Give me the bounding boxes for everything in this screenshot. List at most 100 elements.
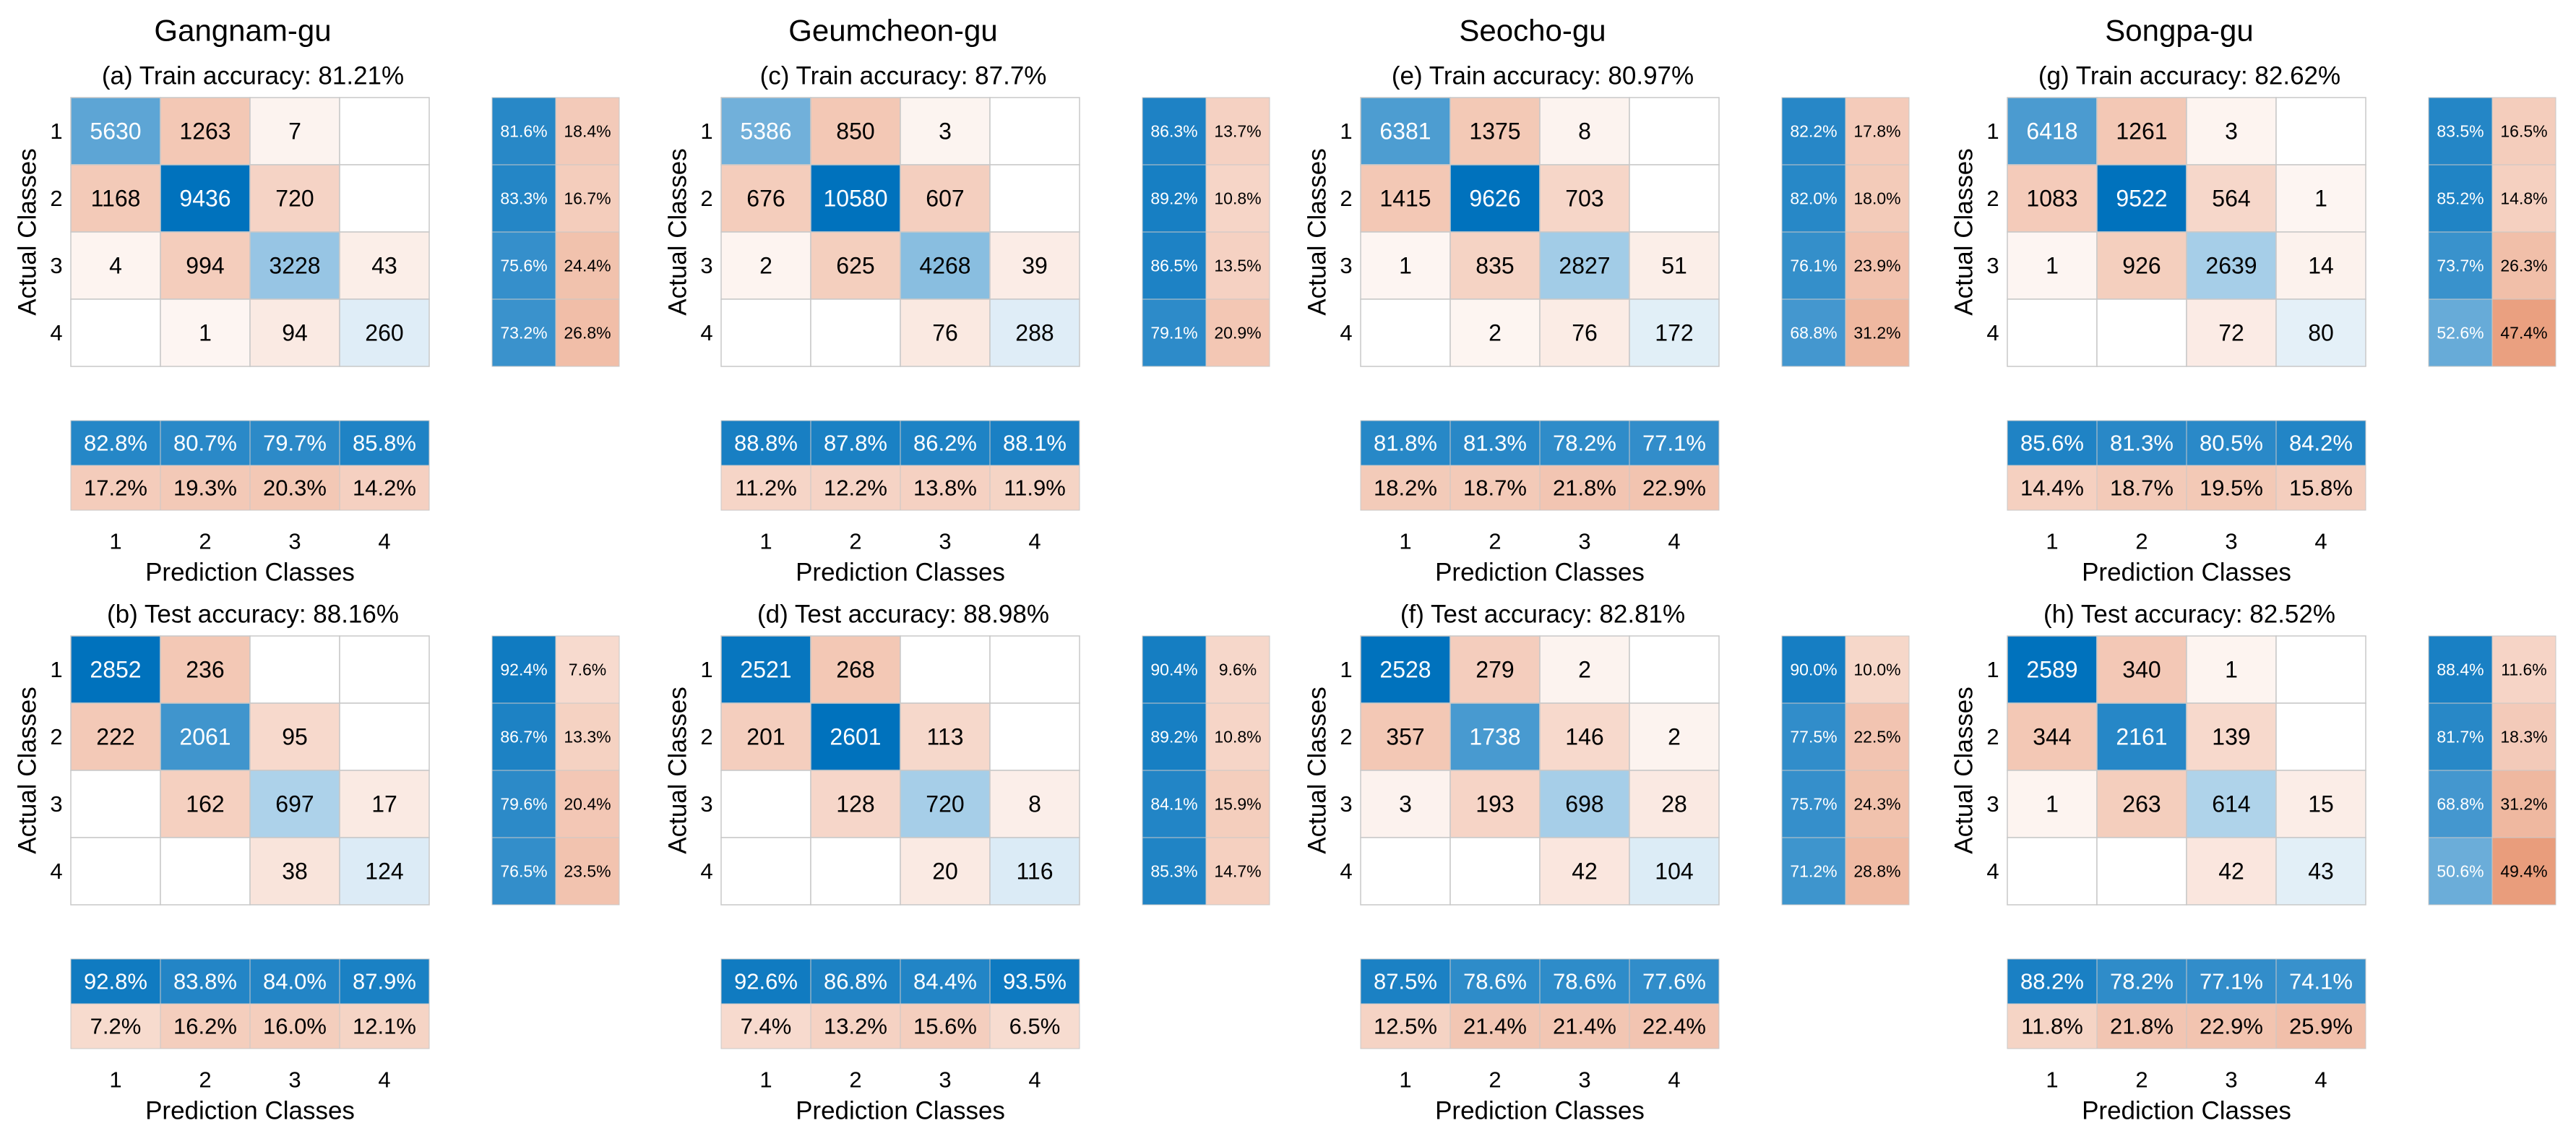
col-summary-bad-cell [249, 465, 340, 511]
row-summary-bad-cell [1845, 164, 1910, 233]
row-tick-label: 3 [50, 253, 62, 278]
row-summary-bad-value: 18.3% [2500, 728, 2547, 747]
matrix-cell [2186, 164, 2277, 233]
row-summary-good-value: 89.2% [1150, 728, 1197, 747]
cell-value: 2 [1578, 657, 1591, 683]
matrix-cell [339, 231, 430, 300]
col-tick-label: 1 [759, 1067, 772, 1093]
col-tick-label: 1 [109, 529, 121, 554]
x-axis-label: Prediction Classes [2082, 559, 2291, 587]
matrix-cell [160, 837, 251, 906]
row-summary-good-value: 85.2% [2437, 189, 2484, 208]
col-tick-label: 4 [378, 1067, 390, 1093]
col-tick-label: 1 [1399, 1067, 1411, 1093]
row-tick-label: 1 [1986, 657, 1999, 682]
matrix-cell [70, 164, 161, 233]
row-tick-label: 1 [50, 119, 62, 144]
row-summary-good-cell [491, 635, 556, 704]
matrix-cell [2096, 231, 2187, 300]
row-tick-label: 3 [1986, 253, 1999, 278]
matrix-cell [339, 770, 430, 838]
cell-value: 6381 [1379, 119, 1431, 145]
col-summary-good-cell [2096, 420, 2187, 466]
panel-title: (d) Test accuracy: 88.98% [757, 601, 1049, 629]
cell-value: 3228 [269, 253, 320, 279]
cell-value: 268 [836, 657, 874, 683]
row-tick-label: 4 [700, 320, 712, 345]
col-summary-bad-cell [339, 1003, 430, 1049]
row-summary-good-cell [491, 164, 556, 233]
row-summary-bad-cell [555, 770, 620, 838]
row-summary-bad-value: 31.2% [2500, 795, 2547, 814]
matrix-cell [2186, 298, 2277, 367]
col-summary-good-cell [1360, 958, 1451, 1005]
col-summary-good-value: 78.6% [1553, 969, 1616, 994]
col-summary-bad-value: 17.2% [84, 476, 147, 501]
cell-value: 222 [96, 724, 134, 750]
row-summary-good-value: 86.7% [500, 728, 547, 747]
row-summary-bad-cell [1205, 635, 1270, 704]
col-summary-good-value: 86.2% [913, 431, 977, 456]
col-tick-label: 4 [1668, 1067, 1680, 1093]
row-summary-bad-value: 49.4% [2500, 862, 2547, 881]
matrix-cell [900, 164, 991, 233]
matrix-cell [339, 635, 430, 704]
cell-value: 1083 [2026, 186, 2077, 212]
cell-value: 94 [282, 320, 308, 346]
row-summary-bad-cell [1845, 702, 1910, 771]
matrix-cell [989, 97, 1080, 165]
x-axis-label: Prediction Classes [145, 1097, 355, 1125]
matrix-cell [989, 635, 1080, 704]
row-summary-bad-value: 24.4% [564, 257, 611, 275]
cell-value: 260 [365, 320, 403, 346]
matrix-cell [2007, 298, 2098, 367]
col-summary-bad-cell [1449, 1003, 1541, 1049]
row-summary-good-cell [1142, 770, 1207, 838]
col-summary-bad-value: 19.3% [173, 476, 237, 501]
matrix-cell [1360, 635, 1451, 704]
cell-value: 4 [109, 253, 122, 279]
col-tick-label: 2 [1489, 1067, 1501, 1093]
cell-value: 1263 [179, 119, 231, 145]
matrix-cell [1539, 97, 1630, 165]
row-summary-good-cell [491, 702, 556, 771]
cell-value: 1 [2046, 253, 2059, 279]
col-summary-good-cell [160, 958, 251, 1005]
row-summary-good-value: 85.3% [1150, 862, 1197, 881]
row-tick-label: 2 [700, 186, 712, 211]
col-summary-bad-value: 12.5% [1374, 1014, 1437, 1039]
row-summary-good-value: 76.1% [1790, 257, 1837, 275]
cell-value: 236 [186, 657, 224, 683]
col-summary-bad-value: 21.8% [1553, 476, 1616, 501]
col-summary-bad-value: 11.9% [1004, 476, 1066, 501]
cell-value: 697 [275, 791, 314, 817]
col-summary-good-value: 81.3% [1463, 431, 1527, 456]
row-tick-label: 2 [50, 186, 62, 211]
row-summary-bad-cell [2491, 837, 2556, 906]
matrix-cell [249, 164, 340, 233]
cell-value: 1 [2225, 657, 2238, 683]
cell-value: 4268 [919, 253, 970, 279]
cell-value: 2161 [2116, 724, 2167, 750]
matrix-cell [810, 837, 901, 906]
col-summary-bad-cell [1449, 465, 1541, 511]
cell-value: 51 [1661, 253, 1687, 279]
cell-value: 288 [1015, 320, 1054, 346]
row-summary-good-cell [1142, 635, 1207, 704]
matrix-cell [2096, 770, 2187, 838]
cell-value: 1261 [2116, 119, 2167, 145]
col-summary-bad-value: 25.9% [2289, 1014, 2353, 1039]
col-tick-label: 3 [1578, 1067, 1590, 1093]
matrix-cell [1360, 97, 1451, 165]
panel-title: (h) Test accuracy: 82.52% [2043, 601, 2335, 629]
matrix-cell [2275, 702, 2366, 771]
row-summary-good-value: 79.1% [1150, 324, 1197, 343]
row-summary-bad-value: 20.4% [564, 795, 611, 814]
row-tick-label: 1 [1340, 657, 1352, 682]
col-summary-good-value: 74.1% [2289, 969, 2353, 994]
cell-value: 8 [1028, 791, 1041, 817]
row-summary-bad-cell [555, 231, 620, 300]
cell-value: 9522 [2116, 186, 2167, 212]
col-summary-bad-cell [900, 465, 991, 511]
col-summary-bad-value: 11.2% [735, 476, 797, 501]
